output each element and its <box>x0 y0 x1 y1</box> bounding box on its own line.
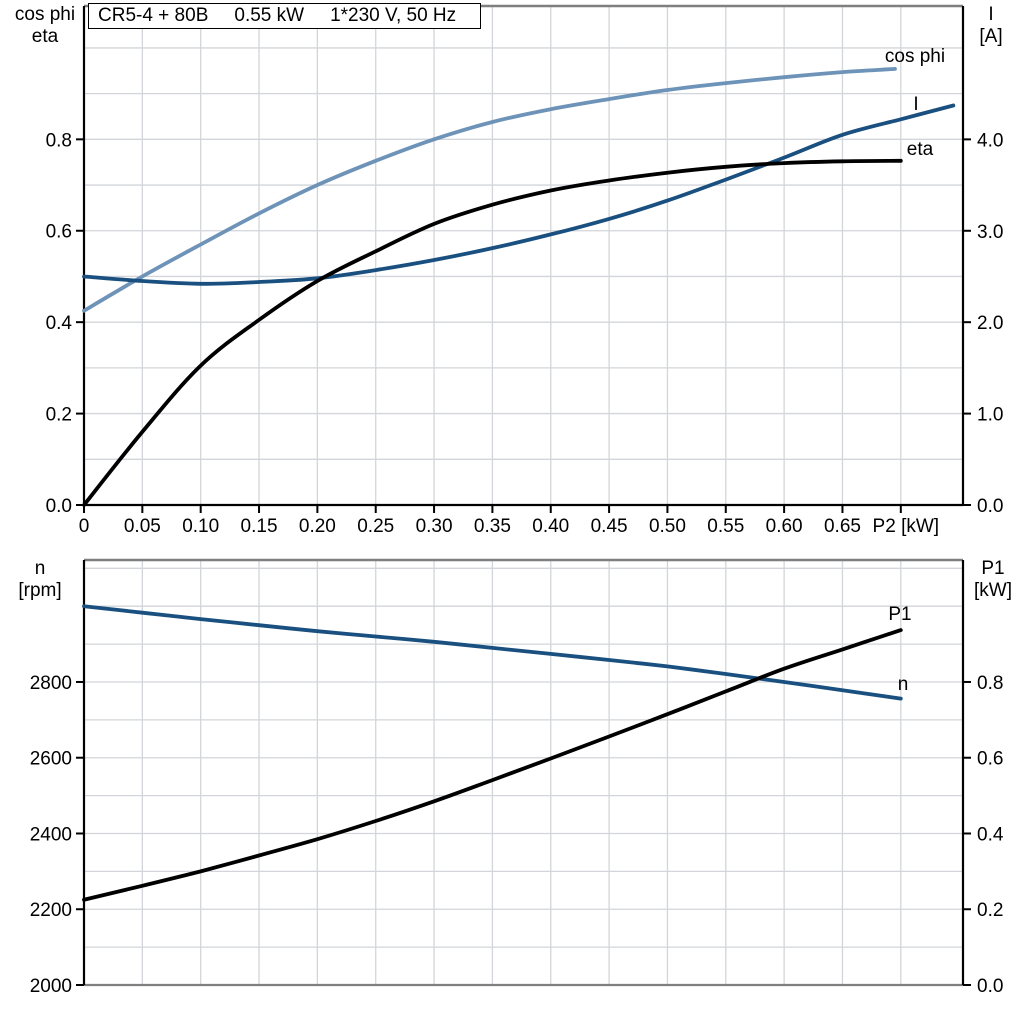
bottom-right-axis-title: P1 [kW] <box>958 558 1024 602</box>
curve-label-P1: P1 <box>888 604 911 625</box>
x-tick-label: 0.05 <box>124 516 161 537</box>
curve-label-cos-phi: cos phi <box>885 46 945 67</box>
axis-title-cos-phi: cos phi <box>14 4 76 25</box>
x-tick-label: 0.55 <box>707 516 744 537</box>
x-tick-label: 0.35 <box>474 516 511 537</box>
top-right-axis-title: I [A] <box>956 4 1024 48</box>
left-axis-tick-label: 0.4 <box>46 313 73 334</box>
x-tick-label: 0.45 <box>591 516 628 537</box>
curve-eta <box>82 158 903 507</box>
right-axis-tick-label: 0.0 <box>977 496 1003 517</box>
left-axis-tick-label: 0.2 <box>46 405 72 426</box>
x-tick-label: 0.25 <box>357 516 394 537</box>
x-tick-label: 0.40 <box>532 516 569 537</box>
pump-model-label: CR5-4 + 80B <box>98 5 209 26</box>
axis-title-current-unit: [A] <box>979 26 1003 47</box>
axis-title-speed: n <box>34 558 46 579</box>
chart-title-box: CR5-4 + 80B 0.55 kW 1*230 V, 50 Hz <box>88 3 481 29</box>
left-axis-tick-label: 0.6 <box>46 222 72 243</box>
motor-power-label: 0.55 kW <box>234 5 305 26</box>
right-axis-tick-label: 0.6 <box>977 749 1003 770</box>
axis-title-speed-unit: [rpm] <box>18 580 62 601</box>
x-tick-label: 0.10 <box>182 516 219 537</box>
curve-n <box>82 604 903 701</box>
top-left-axis-title: cos phi eta <box>10 4 80 48</box>
x-axis-label: P2 [kW] <box>873 516 940 537</box>
x-tick-label: 0.20 <box>299 516 336 537</box>
curve-label-I: I <box>913 94 918 115</box>
axis-title-p1-unit: [kW] <box>974 580 1012 601</box>
curve-cos-phi <box>82 67 897 313</box>
right-axis-tick-label: 0.4 <box>977 824 1004 845</box>
x-tick-label: 0.50 <box>649 516 686 537</box>
right-axis-tick-label: 1.0 <box>977 405 1003 426</box>
right-axis-tick-label: 0.8 <box>977 673 1003 694</box>
x-tick-label: 0.30 <box>416 516 453 537</box>
x-tick-label: 0 <box>79 516 90 537</box>
right-axis-tick-label: 3.0 <box>977 222 1003 243</box>
bottom-left-axis-title: n [rpm] <box>5 558 75 602</box>
x-tick-label: 0.65 <box>824 516 861 537</box>
left-axis-tick-label: 0.8 <box>46 130 72 151</box>
curve-label-eta: eta <box>907 139 934 160</box>
right-axis-tick-label: 0.0 <box>977 976 1003 997</box>
x-tick-label: 0.15 <box>241 516 278 537</box>
right-axis-tick-label: 0.2 <box>977 900 1003 921</box>
left-axis-tick-label: 2000 <box>30 976 72 997</box>
supply-label: 1*230 V, 50 Hz <box>330 5 457 26</box>
left-axis-tick-label: 0.0 <box>46 496 72 517</box>
left-axis-tick-label: 2600 <box>30 749 72 770</box>
left-axis-tick-label: 2200 <box>30 900 72 921</box>
x-tick-label: 0.60 <box>766 516 803 537</box>
axis-title-p1: P1 <box>981 558 1005 579</box>
curve-label-n: n <box>898 674 909 695</box>
right-axis-tick-label: 4.0 <box>977 130 1003 151</box>
axis-title-eta: eta <box>31 26 59 47</box>
curve-P1 <box>82 628 903 902</box>
left-axis-tick-label: 2800 <box>30 673 72 694</box>
curve-I <box>82 103 956 286</box>
left-axis-tick-label: 2400 <box>30 824 72 845</box>
axis-title-current: I <box>988 4 994 25</box>
right-axis-tick-label: 2.0 <box>977 313 1003 334</box>
